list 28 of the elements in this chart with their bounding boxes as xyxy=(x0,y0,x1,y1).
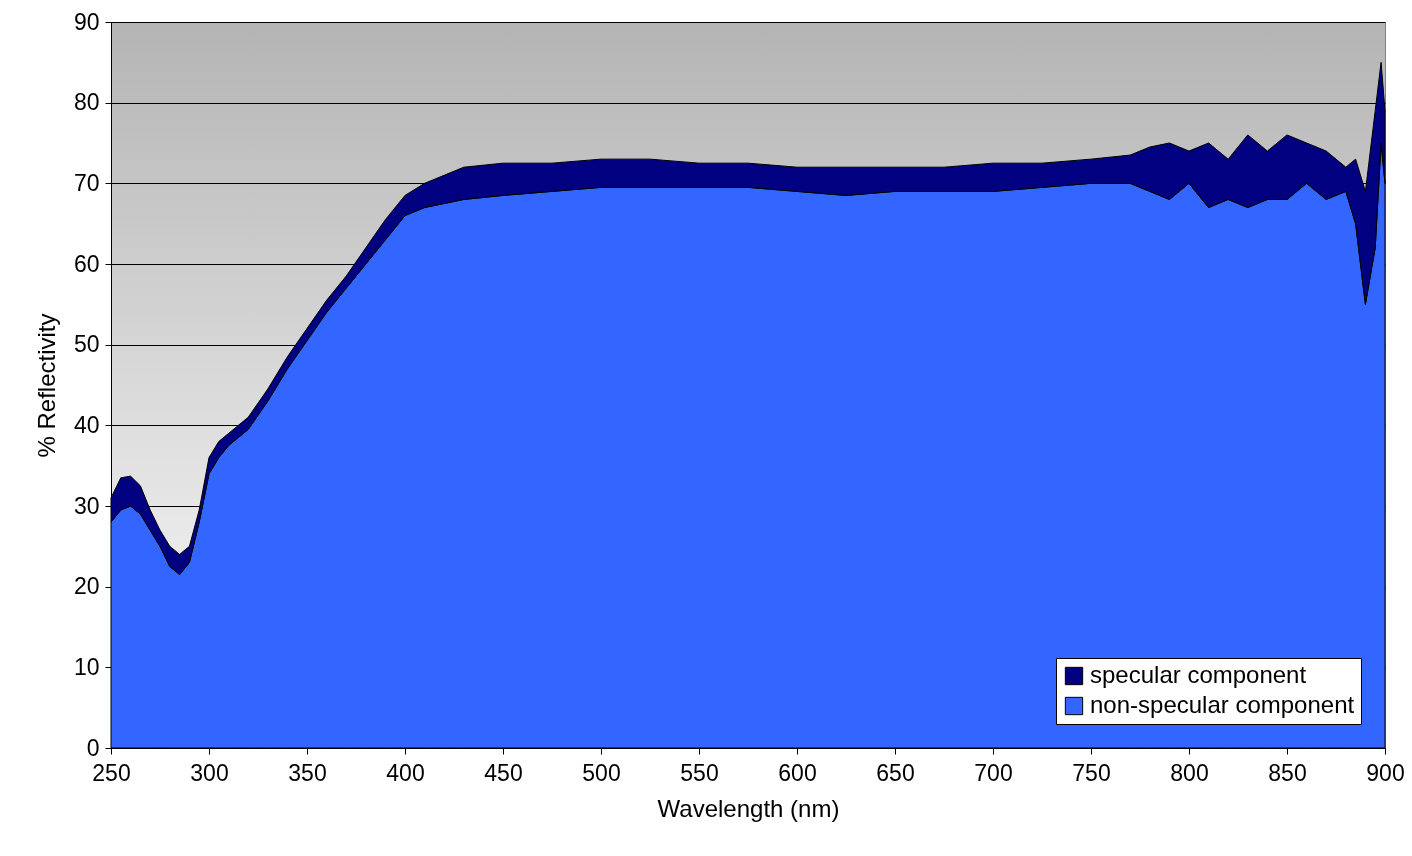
x-tick-label: 500 xyxy=(582,759,621,786)
legend-label: specular component xyxy=(1090,661,1307,688)
y-tick-label: 70 xyxy=(73,169,100,196)
y-tick-label: 40 xyxy=(73,411,100,438)
x-tick-label: 300 xyxy=(190,759,229,786)
y-tick-label: 10 xyxy=(73,653,100,680)
y-tick-label: 80 xyxy=(73,89,100,116)
y-tick-label: 60 xyxy=(73,250,100,277)
x-tick-label: 600 xyxy=(778,759,817,786)
y-tick-label: 20 xyxy=(73,573,100,600)
x-tick-label: 900 xyxy=(1366,759,1405,786)
x-tick-label: 550 xyxy=(680,759,719,786)
x-tick-label: 700 xyxy=(974,759,1013,786)
x-tick-label: 850 xyxy=(1268,759,1307,786)
legend-label: non-specular component xyxy=(1090,691,1355,718)
x-tick-label: 750 xyxy=(1072,759,1111,786)
x-tick-label: 650 xyxy=(876,759,915,786)
y-tick-label: 30 xyxy=(73,492,100,519)
y-tick-label: 90 xyxy=(73,8,100,35)
y-tick-label: 50 xyxy=(73,331,100,358)
x-tick-label: 450 xyxy=(484,759,523,786)
x-tick-label: 250 xyxy=(92,759,131,786)
x-tick-label: 350 xyxy=(288,759,327,786)
y-axis-title: % Reflectivity xyxy=(32,313,60,458)
x-tick-label: 400 xyxy=(386,759,425,786)
x-axis-title: Wavelength (nm) xyxy=(657,794,840,822)
y-tick-label: 0 xyxy=(86,734,100,761)
x-tick-label: 800 xyxy=(1170,759,1209,786)
